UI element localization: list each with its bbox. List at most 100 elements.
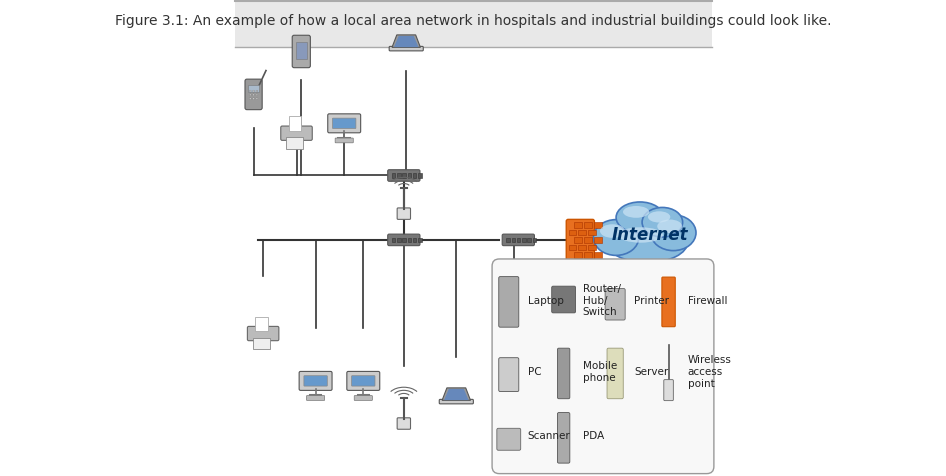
FancyBboxPatch shape: [605, 289, 625, 320]
Ellipse shape: [593, 220, 639, 256]
Circle shape: [253, 95, 254, 97]
Circle shape: [250, 95, 252, 97]
Ellipse shape: [616, 203, 664, 233]
Bar: [397, 174, 400, 178]
Ellipse shape: [600, 225, 625, 238]
FancyBboxPatch shape: [574, 238, 582, 243]
FancyBboxPatch shape: [295, 43, 307, 60]
FancyBboxPatch shape: [335, 139, 353, 144]
FancyBboxPatch shape: [501, 391, 526, 427]
Bar: [402, 238, 406, 243]
Ellipse shape: [619, 228, 663, 243]
FancyBboxPatch shape: [594, 238, 602, 243]
Ellipse shape: [651, 215, 696, 251]
FancyBboxPatch shape: [347, 372, 379, 390]
FancyBboxPatch shape: [248, 327, 279, 341]
Bar: [413, 174, 416, 178]
FancyBboxPatch shape: [299, 372, 332, 390]
FancyBboxPatch shape: [397, 418, 411, 429]
FancyBboxPatch shape: [574, 223, 582, 228]
Ellipse shape: [657, 220, 682, 234]
FancyBboxPatch shape: [254, 338, 270, 349]
FancyBboxPatch shape: [588, 230, 596, 236]
FancyBboxPatch shape: [552, 287, 575, 313]
FancyBboxPatch shape: [249, 86, 259, 93]
FancyBboxPatch shape: [594, 223, 602, 228]
FancyBboxPatch shape: [569, 245, 576, 250]
Text: Router/
Hub/
Switch: Router/ Hub/ Switch: [583, 283, 621, 317]
FancyBboxPatch shape: [388, 170, 420, 182]
Text: Wireless
access
point: Wireless access point: [688, 355, 731, 388]
Bar: [522, 238, 526, 243]
FancyBboxPatch shape: [502, 235, 534, 246]
FancyBboxPatch shape: [557, 413, 569, 463]
Polygon shape: [394, 37, 418, 48]
FancyBboxPatch shape: [662, 278, 675, 327]
Text: Mobile
phone: Mobile phone: [583, 360, 617, 382]
Text: Figure 3.1: An example of how a local area network in hospitals and industrial b: Figure 3.1: An example of how a local ar…: [114, 14, 832, 29]
FancyBboxPatch shape: [327, 115, 360, 134]
FancyBboxPatch shape: [505, 397, 522, 404]
FancyBboxPatch shape: [578, 230, 587, 236]
FancyBboxPatch shape: [333, 119, 356, 129]
FancyBboxPatch shape: [388, 235, 420, 246]
FancyBboxPatch shape: [304, 376, 327, 387]
Bar: [408, 174, 412, 178]
Text: Server: Server: [634, 367, 669, 376]
FancyBboxPatch shape: [354, 396, 373, 401]
Ellipse shape: [623, 207, 649, 218]
Text: PDA: PDA: [583, 431, 604, 440]
FancyBboxPatch shape: [574, 252, 582, 258]
Circle shape: [253, 91, 254, 93]
Bar: [392, 174, 395, 178]
Text: Laptop: Laptop: [528, 295, 564, 305]
Text: PC: PC: [528, 367, 541, 376]
FancyBboxPatch shape: [287, 138, 303, 149]
FancyBboxPatch shape: [235, 0, 711, 48]
Ellipse shape: [642, 208, 683, 238]
FancyBboxPatch shape: [292, 36, 310, 69]
FancyBboxPatch shape: [567, 220, 594, 261]
Polygon shape: [442, 388, 470, 400]
Ellipse shape: [606, 223, 688, 263]
FancyBboxPatch shape: [492, 259, 714, 474]
Text: Printer: Printer: [634, 295, 669, 305]
FancyBboxPatch shape: [505, 407, 522, 413]
Circle shape: [256, 99, 258, 100]
Text: Firewall: Firewall: [688, 295, 727, 305]
FancyBboxPatch shape: [499, 358, 518, 392]
FancyBboxPatch shape: [281, 127, 312, 141]
FancyBboxPatch shape: [289, 117, 301, 131]
Bar: [517, 238, 520, 243]
Polygon shape: [392, 36, 420, 48]
FancyBboxPatch shape: [664, 380, 674, 401]
FancyBboxPatch shape: [557, 348, 569, 399]
FancyBboxPatch shape: [584, 252, 592, 258]
FancyBboxPatch shape: [588, 245, 596, 250]
Bar: [528, 238, 531, 243]
Circle shape: [250, 99, 252, 100]
FancyBboxPatch shape: [584, 223, 592, 228]
FancyBboxPatch shape: [505, 416, 522, 423]
FancyBboxPatch shape: [584, 238, 592, 243]
Bar: [418, 238, 422, 243]
Bar: [506, 238, 510, 243]
FancyBboxPatch shape: [352, 376, 375, 387]
Bar: [533, 238, 536, 243]
FancyBboxPatch shape: [497, 428, 520, 450]
FancyBboxPatch shape: [397, 208, 411, 220]
Bar: [418, 174, 422, 178]
Text: Scanner: Scanner: [528, 431, 570, 440]
Bar: [402, 174, 406, 178]
Text: Internet: Internet: [611, 225, 688, 243]
FancyBboxPatch shape: [569, 230, 576, 236]
FancyBboxPatch shape: [307, 396, 324, 401]
Circle shape: [256, 95, 258, 97]
Circle shape: [250, 91, 252, 93]
Circle shape: [256, 91, 258, 93]
Bar: [408, 238, 412, 243]
Bar: [512, 238, 515, 243]
FancyBboxPatch shape: [439, 399, 473, 404]
Bar: [392, 238, 395, 243]
FancyBboxPatch shape: [389, 47, 423, 52]
